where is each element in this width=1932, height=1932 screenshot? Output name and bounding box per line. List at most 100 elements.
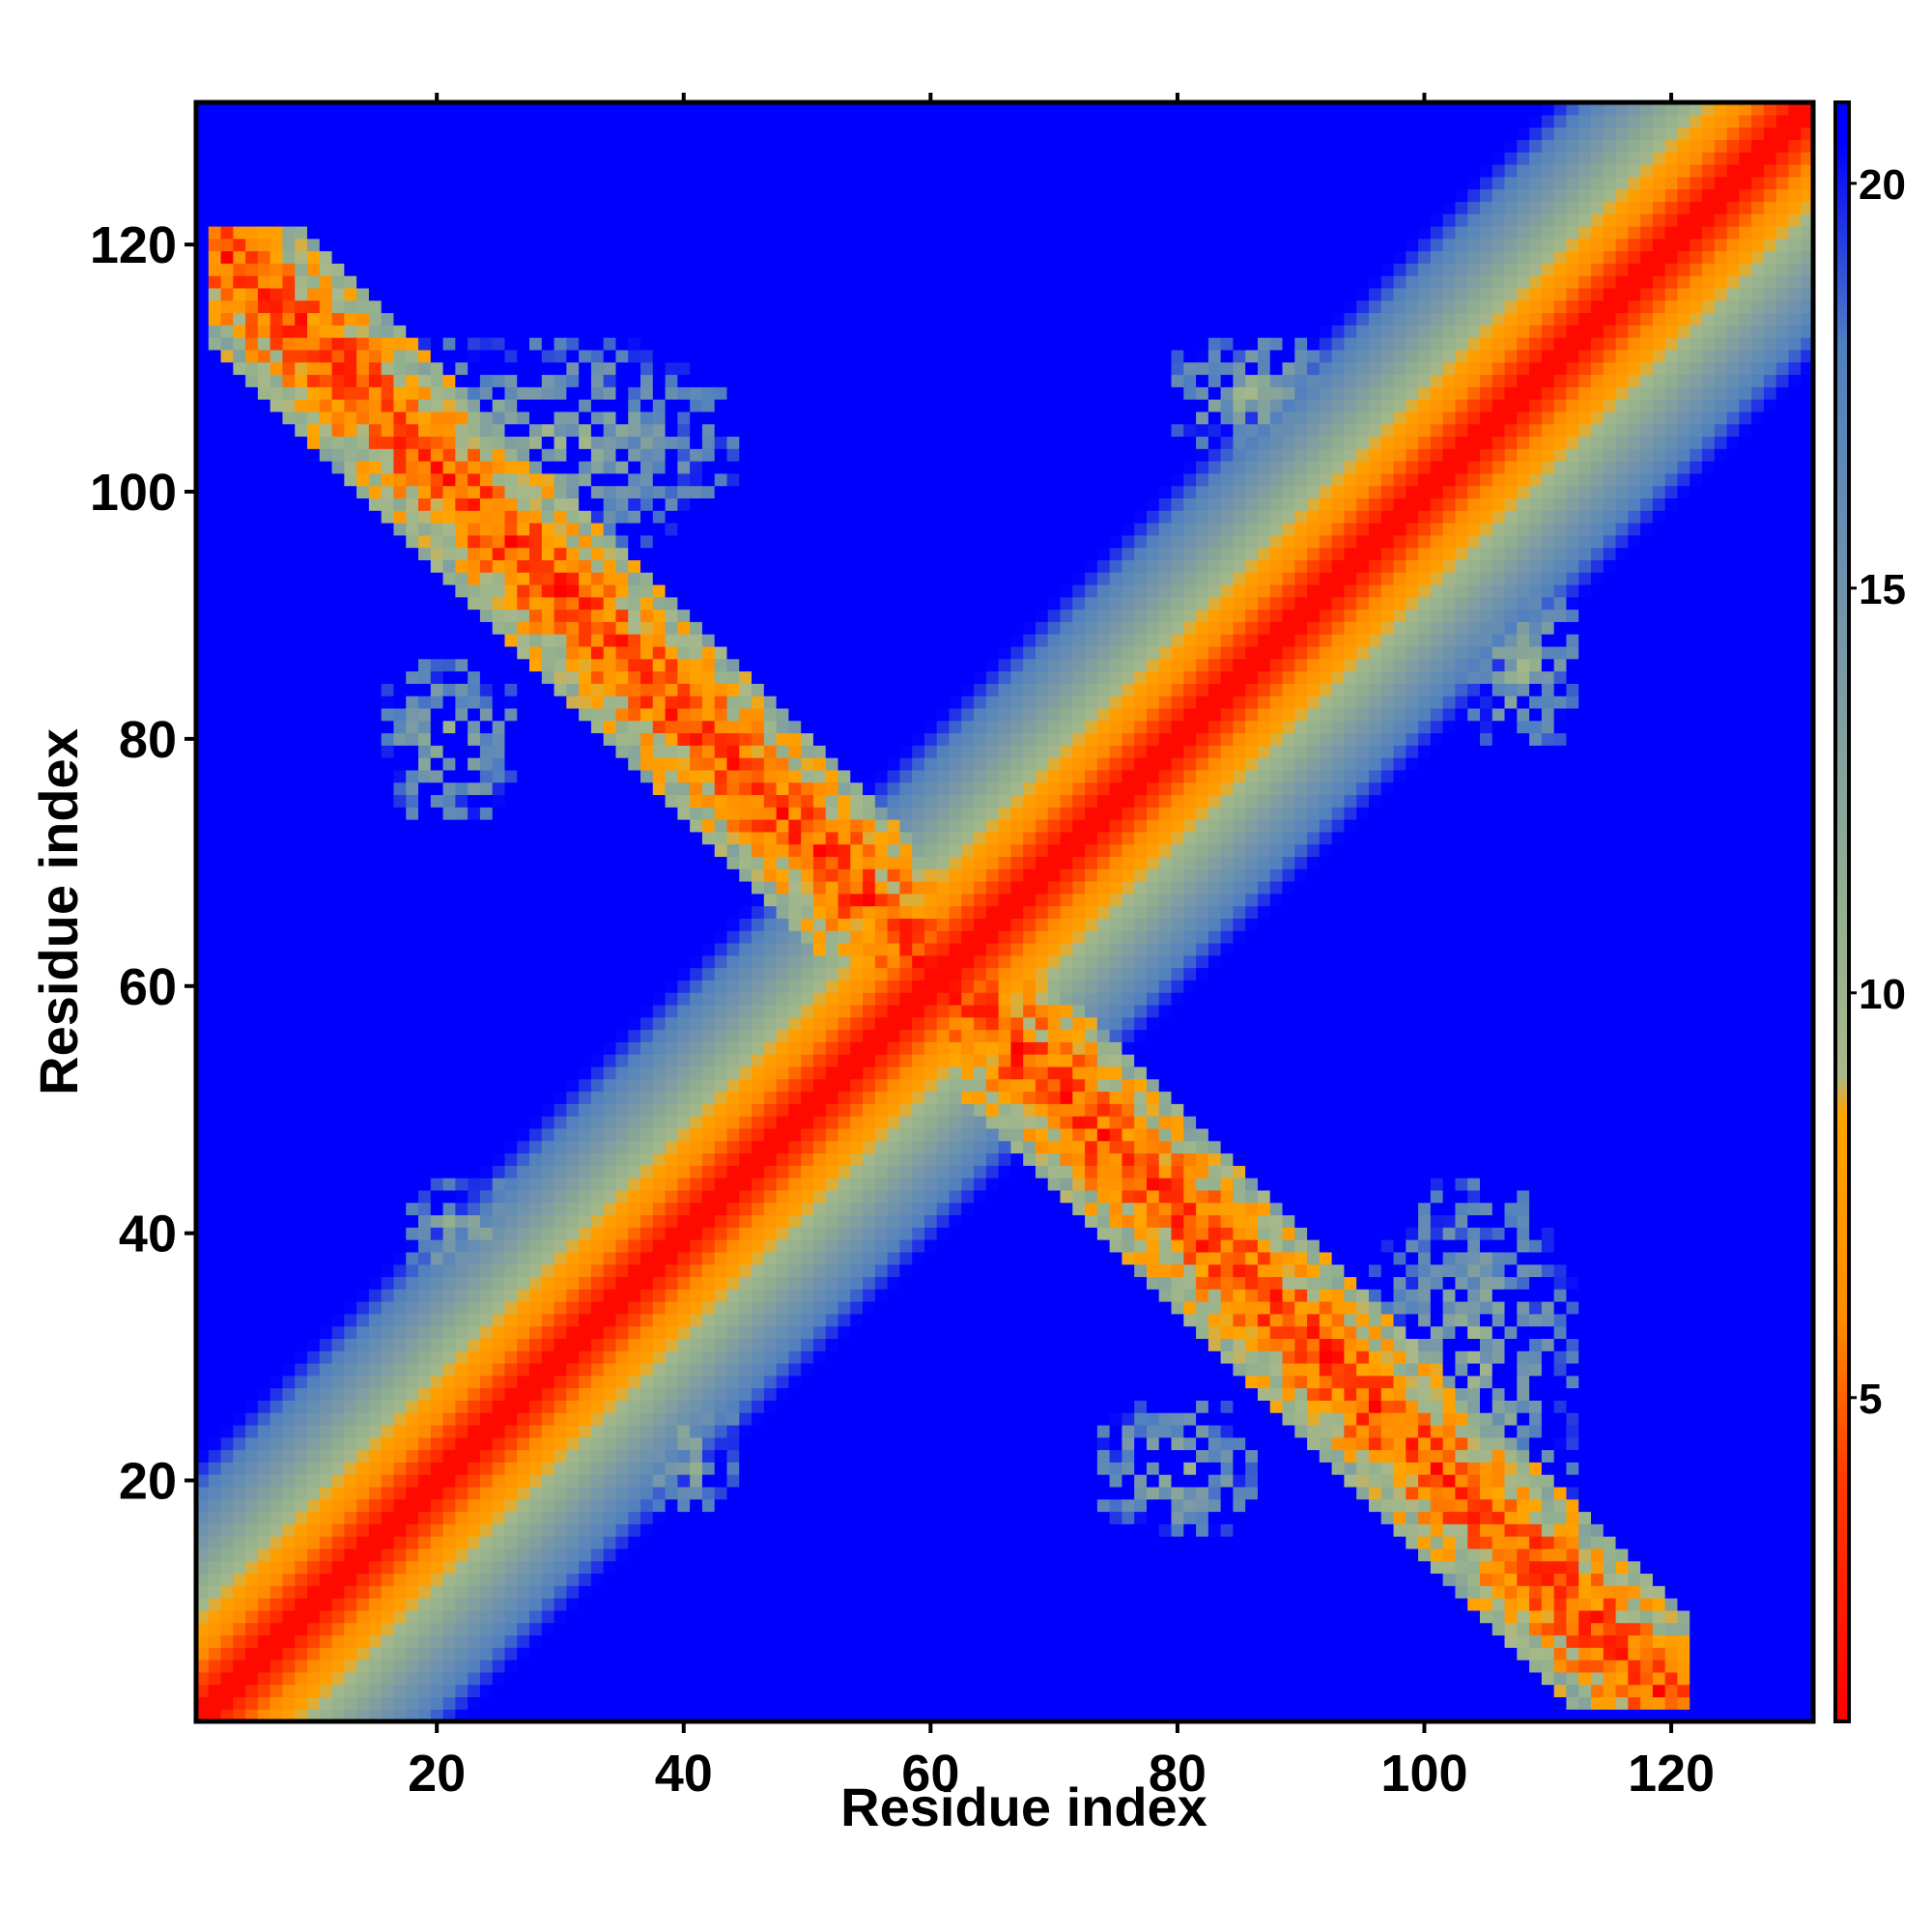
heatmap-cell: [455, 905, 469, 919]
heatmap-cell: [233, 621, 246, 635]
heatmap-cell: [393, 1289, 407, 1302]
heatmap-cell: [381, 559, 395, 573]
heatmap-cell: [220, 485, 234, 498]
heatmap-cell: [381, 1313, 395, 1327]
heatmap-cell: [208, 201, 222, 214]
heatmap-cell: [590, 213, 605, 227]
heatmap-cell: [307, 1536, 321, 1549]
heatmap-cell: [208, 609, 222, 622]
heatmap-cell: [603, 1301, 617, 1315]
heatmap-cell: [628, 299, 641, 314]
heatmap-cell: [368, 163, 383, 178]
heatmap-cell: [479, 1325, 494, 1339]
heatmap-cell: [418, 1251, 432, 1265]
heatmap-cell: [442, 312, 456, 326]
heatmap-cell: [541, 745, 555, 758]
heatmap-cell: [270, 954, 284, 969]
heatmap-cell: [307, 707, 321, 722]
heatmap-cell: [220, 263, 234, 276]
heatmap-cell: [282, 881, 296, 895]
heatmap-cell: [442, 868, 456, 882]
heatmap-cell: [517, 992, 530, 1006]
heatmap-cell: [270, 1202, 284, 1216]
heatmap-cell: [479, 1548, 494, 1562]
heatmap-cell: [257, 349, 271, 363]
heatmap-cell: [504, 1350, 518, 1364]
heatmap-cell: [590, 361, 605, 376]
heatmap-cell: [442, 1227, 456, 1240]
heatmap-cell: [554, 1609, 567, 1624]
heatmap-cell: [418, 1609, 432, 1624]
heatmap-cell: [344, 1091, 357, 1104]
heatmap-cell: [566, 1301, 580, 1315]
heatmap-cell: [344, 658, 357, 672]
heatmap-cell: [615, 1474, 629, 1488]
heatmap-cell: [295, 1004, 308, 1018]
heatmap-cell: [590, 918, 605, 931]
heatmap-cell: [590, 1585, 605, 1599]
heatmap-cell: [319, 609, 333, 622]
heatmap-cell: [554, 1560, 567, 1575]
heatmap-cell: [368, 1684, 383, 1698]
heatmap-cell: [479, 572, 494, 585]
heatmap-cell: [381, 361, 395, 376]
heatmap-cell: [331, 1078, 345, 1093]
heatmap-cell: [665, 1523, 678, 1537]
heatmap-cell: [208, 522, 222, 536]
heatmap-cell: [541, 1065, 555, 1080]
heatmap-cell: [579, 1486, 592, 1500]
heatmap-cell: [393, 745, 407, 758]
heatmap-cell: [590, 609, 605, 622]
heatmap-cell: [566, 1536, 580, 1549]
heatmap-cell: [479, 275, 494, 289]
heatmap-cell: [652, 1486, 667, 1500]
heatmap-cell: [517, 1227, 530, 1240]
heatmap-cell: [492, 819, 506, 833]
heatmap-cell: [640, 1400, 654, 1413]
heatmap-cell: [442, 683, 456, 696]
heatmap-cell: [615, 1301, 629, 1315]
heatmap-cell: [344, 1498, 357, 1513]
heatmap-cell: [430, 1041, 444, 1055]
heatmap-cell: [442, 299, 456, 314]
heatmap-cell: [331, 163, 345, 178]
heatmap-cell: [220, 1016, 234, 1031]
heatmap-cell: [282, 114, 296, 128]
heatmap-cell: [208, 1227, 222, 1240]
heatmap-cell: [529, 893, 543, 907]
heatmap-cell: [504, 1140, 518, 1154]
heatmap-cell: [492, 596, 506, 611]
heatmap-cell: [640, 386, 654, 400]
heatmap-cell: [479, 225, 494, 240]
heatmap-cell: [554, 1622, 567, 1636]
heatmap-cell: [615, 201, 629, 214]
heatmap-cell: [652, 1350, 667, 1364]
heatmap-cell: [579, 1103, 592, 1117]
heatmap-cell: [282, 163, 296, 178]
heatmap-cell: [628, 905, 641, 919]
heatmap-cell: [640, 250, 654, 264]
heatmap-cell: [393, 1684, 407, 1698]
heatmap-cell: [479, 1264, 494, 1278]
heatmap-cell: [406, 1227, 419, 1240]
heatmap-cell: [344, 461, 357, 474]
heatmap-cell: [628, 634, 641, 647]
heatmap-cell: [393, 1214, 407, 1228]
heatmap-cell: [468, 893, 481, 907]
heatmap-cell: [319, 1264, 333, 1278]
heatmap-cell: [603, 337, 617, 351]
heatmap-cell: [479, 732, 494, 746]
heatmap-cell: [406, 139, 419, 153]
heatmap-cell: [331, 769, 345, 783]
heatmap-cell: [504, 905, 518, 919]
heatmap-cell: [418, 807, 432, 820]
heatmap-cell: [245, 1016, 259, 1031]
heatmap-cell: [393, 781, 407, 796]
heatmap-cell: [319, 188, 333, 202]
heatmap-cell: [479, 819, 494, 833]
heatmap-cell: [652, 1214, 667, 1228]
heatmap-cell: [233, 1598, 246, 1611]
heatmap-cell: [196, 522, 210, 536]
heatmap-cell: [356, 1054, 370, 1067]
heatmap-cell: [220, 102, 234, 116]
